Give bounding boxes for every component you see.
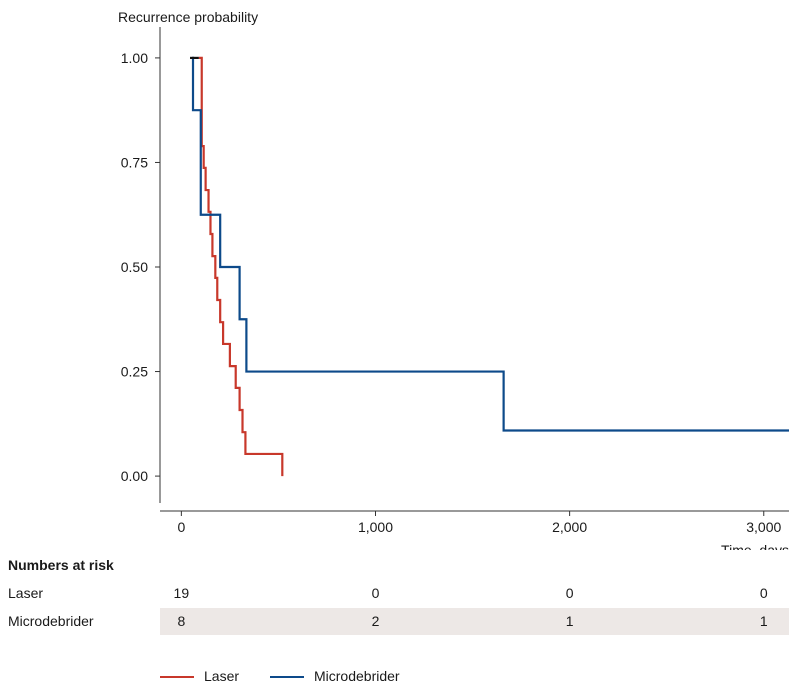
series-microdebrider-line — [191, 56, 789, 432]
x-tick-label: 3,000 — [746, 519, 781, 535]
risk-row-label: Microdebrider — [8, 613, 94, 629]
risk-row-laser: Laser 19 0 0 0 — [0, 580, 789, 607]
y-tick-label: 0.00 — [121, 468, 148, 484]
risk-cell: 0 — [565, 585, 574, 601]
x-axis: 0 1,000 2,000 3,000 — [160, 510, 789, 535]
legend-swatch — [160, 676, 194, 678]
y-tick-label: 0.25 — [121, 364, 148, 380]
risk-cell: 1 — [565, 613, 574, 629]
y-tick-label: 0.50 — [121, 259, 148, 275]
risk-table-title: Numbers at risk — [8, 557, 114, 573]
risk-row-label: Laser — [8, 585, 44, 601]
x-tick-label: 0 — [177, 519, 185, 535]
risk-row-shade — [160, 608, 789, 635]
legend-swatch — [270, 676, 304, 678]
y-axis-title: Recurrence probability — [118, 9, 258, 25]
y-tick-label: 0.75 — [121, 154, 148, 170]
x-axis-title: Time, days — [721, 542, 789, 550]
risk-cell: 1 — [759, 613, 768, 629]
x-tick-label: 1,000 — [358, 519, 393, 535]
series-laser-line — [198, 56, 284, 477]
risk-cell: 19 — [173, 585, 190, 601]
series-layer — [190, 56, 789, 477]
risk-cell: 2 — [371, 613, 380, 629]
y-axis: 0.00 0.25 0.50 0.75 1.00 — [121, 27, 161, 503]
risk-cell: 8 — [177, 613, 186, 629]
risk-cell: 0 — [371, 585, 380, 601]
km-chart: 0.00 0.25 0.50 0.75 1.00 0 1,000 2,000 3,000 Re… — [118, 9, 789, 550]
legend-label: Microdebrider — [314, 668, 400, 684]
legend-label: Laser — [204, 668, 240, 684]
risk-cell: 0 — [759, 585, 768, 601]
x-tick-label: 2,000 — [552, 519, 587, 535]
y-tick-label: 1.00 — [121, 50, 148, 66]
risk-row-microdebrider: Microdebrider 8 2 1 1 — [0, 608, 789, 635]
